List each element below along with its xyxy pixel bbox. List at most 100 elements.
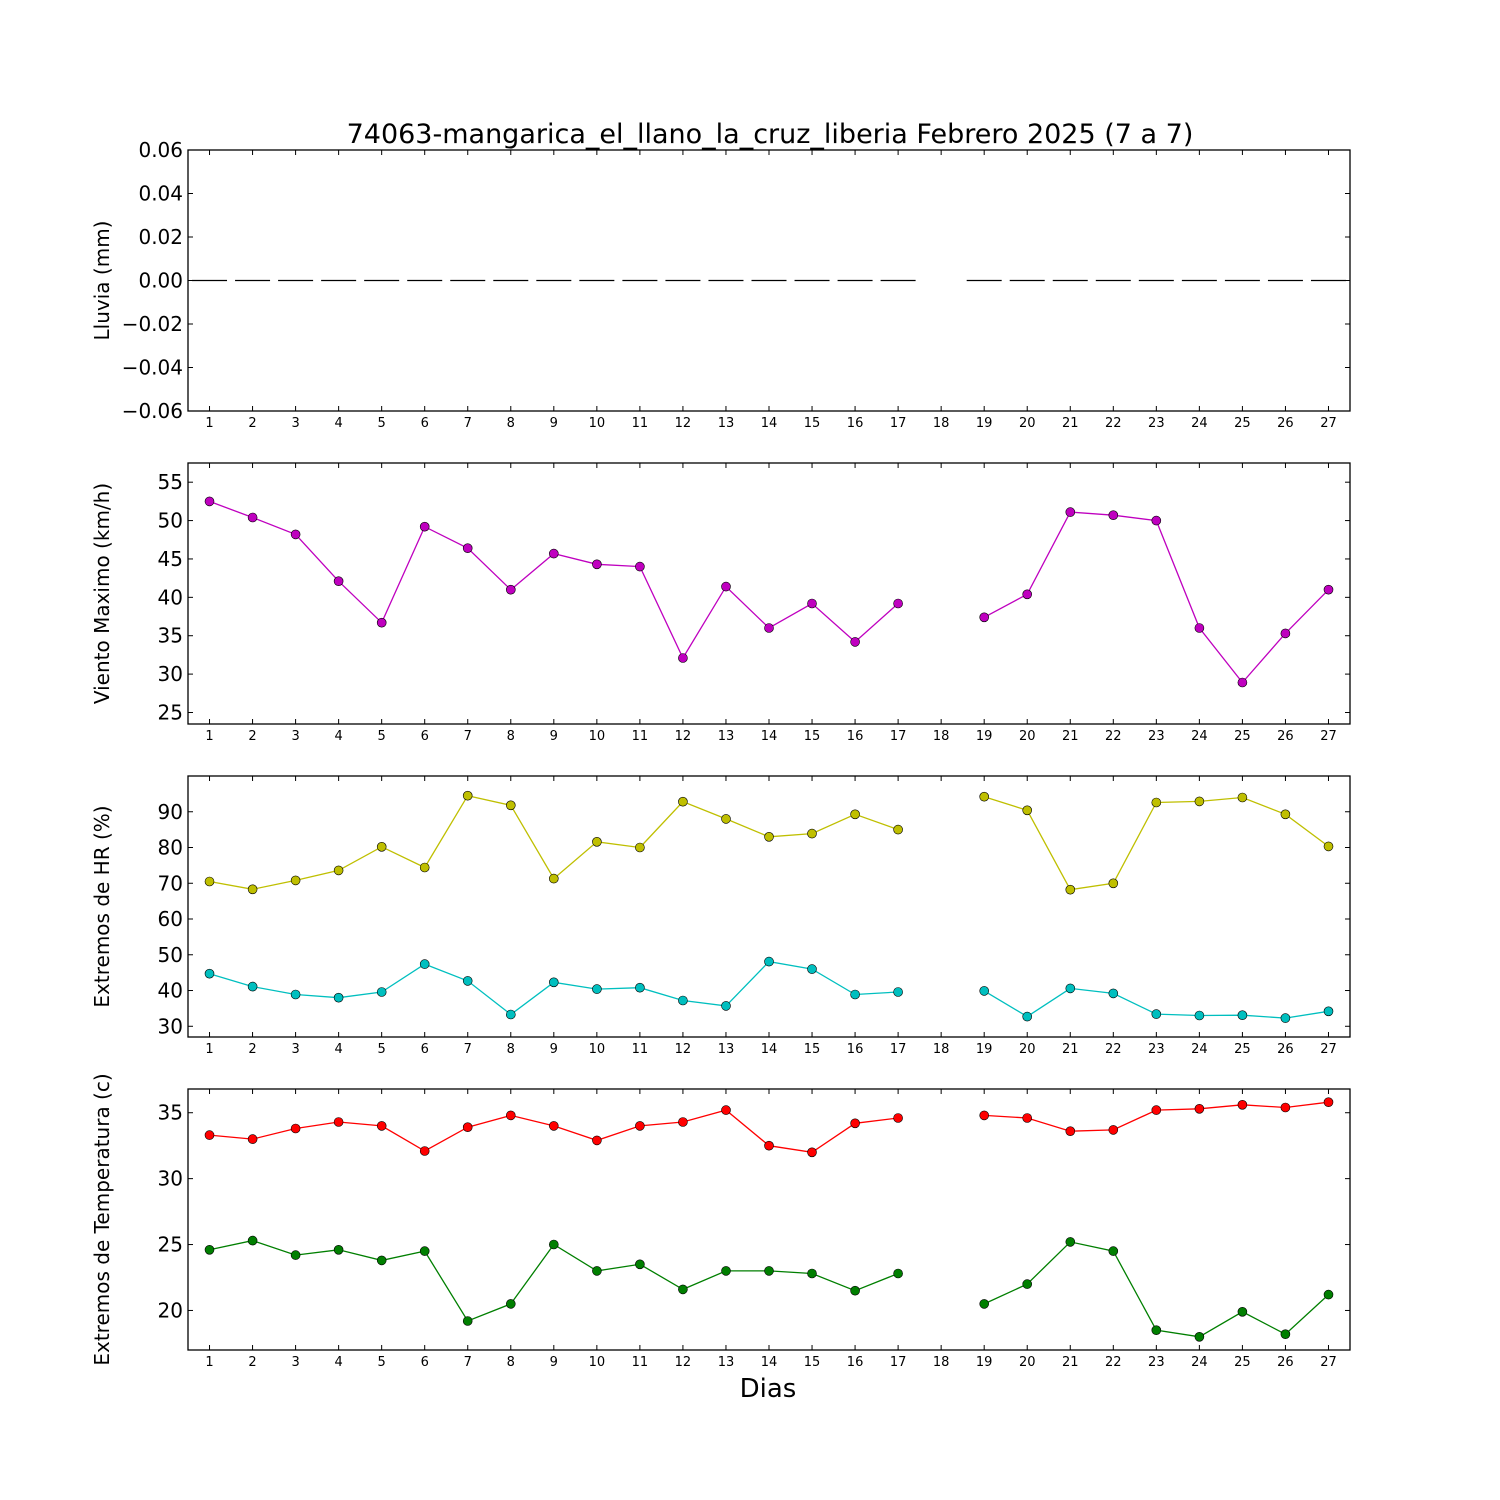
temperature-ytick-label: 20 (158, 1298, 183, 1322)
humidity-xtick-label: 15 (804, 1042, 821, 1057)
wind-point-24 (1194, 623, 1205, 633)
wind-point-1 (204, 496, 215, 507)
temperature-point-13 (721, 1266, 731, 1276)
humidity-point-17 (893, 824, 903, 835)
humidity-point-7 (462, 976, 473, 986)
temperature-xtick-label: 2 (248, 1355, 256, 1370)
humidity-xtick-label: 7 (464, 1042, 472, 1057)
temperature-point-25 (1237, 1100, 1248, 1110)
humidity-point-2 (247, 884, 258, 895)
rain-xtick-label: 7 (464, 416, 472, 431)
humidity-point-16 (850, 809, 860, 820)
wind-ytick-label: 45 (158, 547, 183, 571)
temperature-xtick-label: 4 (334, 1355, 342, 1370)
temperature-point-15 (807, 1268, 817, 1279)
humidity-point-14 (764, 956, 774, 967)
wind-xtick-label: 25 (1234, 729, 1251, 744)
humidity-point-22 (1108, 988, 1119, 999)
humidity-point-11 (635, 842, 645, 853)
temperature-point-22 (1108, 1125, 1119, 1135)
temperature-xtick-label: 27 (1320, 1355, 1337, 1370)
temperature-point-23 (1151, 1325, 1162, 1335)
humidity-point-11 (635, 982, 645, 993)
wind-xtick-label: 16 (847, 729, 864, 744)
temperature-point-10 (592, 1135, 602, 1146)
humidity-ytick-label: 90 (158, 800, 183, 824)
wind-xtick-label: 18 (933, 729, 950, 744)
rain-xtick-label: 16 (847, 416, 864, 431)
temperature-xtick-label: 1 (205, 1355, 213, 1370)
temperature-xtick-label: 15 (804, 1355, 821, 1370)
temperature-point-8 (505, 1299, 516, 1309)
temperature-xtick-label: 9 (550, 1355, 558, 1370)
temperature-series-1-line-1 (983, 1241, 1329, 1338)
temperature-xtick-label: 14 (761, 1355, 778, 1370)
temperature-point-17 (893, 1268, 903, 1279)
wind-y-axis-label: Viento Maximo (km/h) (90, 483, 114, 704)
wind-point-21 (1065, 507, 1076, 517)
humidity-xtick-label: 14 (761, 1042, 778, 1057)
wind-point-4 (333, 576, 344, 587)
temperature-point-26 (1280, 1102, 1291, 1113)
temperature-point-13 (721, 1105, 731, 1115)
rain-xtick-label: 2 (248, 416, 256, 431)
wind-point-22 (1108, 510, 1119, 521)
humidity-point-6 (419, 959, 430, 969)
wind-xtick-label: 12 (675, 729, 692, 744)
chart-title: 74063-mangarica_el_llano_la_cruz_liberia… (347, 119, 1194, 150)
temperature-point-10 (592, 1266, 602, 1276)
rain-xtick-label: 17 (890, 416, 907, 431)
humidity-xtick-label: 4 (334, 1042, 342, 1057)
wind-point-27 (1323, 584, 1334, 595)
humidity-xtick-label: 21 (1062, 1042, 1079, 1057)
rain-xtick-label: 14 (761, 416, 778, 431)
humidity-point-8 (505, 800, 516, 811)
wind-point-16 (850, 637, 860, 647)
temperature-point-25 (1237, 1307, 1248, 1317)
wind-ytick-label: 50 (158, 509, 183, 533)
humidity-series-0-line-1 (984, 796, 1329, 891)
rain-xtick-label: 26 (1277, 416, 1294, 431)
temperature-point-7 (462, 1316, 473, 1326)
humidity-xtick-label: 5 (378, 1042, 386, 1057)
temperature-xtick-label: 24 (1191, 1355, 1208, 1370)
humidity-xtick-label: 8 (507, 1042, 515, 1057)
temperature-xtick-label: 18 (933, 1355, 950, 1370)
temperature-point-19 (979, 1110, 990, 1121)
wind-xtick-label: 3 (291, 729, 299, 744)
rain-ytick-label: −0.02 (122, 312, 183, 336)
humidity-point-6 (419, 862, 430, 873)
temperature-point-9 (548, 1121, 559, 1131)
humidity-xtick-label: 22 (1105, 1042, 1122, 1057)
wind-xtick-label: 14 (761, 729, 778, 744)
wind-xtick-label: 1 (205, 729, 213, 744)
rain-xtick-label: 18 (933, 416, 950, 431)
temperature-ytick-label: 30 (158, 1167, 183, 1191)
humidity-xtick-label: 6 (421, 1042, 429, 1057)
rain-xtick-label: 1 (205, 416, 213, 431)
temperature-point-2 (247, 1235, 258, 1246)
humidity-point-7 (462, 790, 473, 801)
rain-xtick-label: 25 (1234, 416, 1251, 431)
rain-xtick-label: 19 (976, 416, 993, 431)
temperature-point-20 (1022, 1113, 1032, 1123)
temperature-y-axis-label: Extremos de Temperatura (c) (90, 1073, 114, 1365)
wind-xtick-label: 5 (378, 729, 386, 744)
humidity-point-20 (1022, 805, 1032, 816)
humidity-point-14 (764, 831, 774, 842)
rain-xtick-label: 8 (507, 416, 515, 431)
rain-xtick-label: 3 (291, 416, 299, 431)
humidity-point-9 (548, 873, 559, 884)
wind-xtick-label: 27 (1320, 729, 1337, 744)
humidity-point-15 (807, 964, 817, 974)
wind-xtick-label: 23 (1148, 729, 1165, 744)
temperature-xtick-label: 17 (890, 1355, 907, 1370)
wind-point-8 (505, 584, 516, 595)
temperature-xtick-label: 3 (291, 1355, 299, 1370)
wind-series-0-line-0 (209, 500, 899, 660)
rain-xtick-label: 27 (1320, 416, 1337, 431)
wind-xtick-label: 10 (589, 729, 606, 744)
temperature-point-2 (247, 1134, 258, 1144)
temperature-point-12 (678, 1117, 688, 1127)
